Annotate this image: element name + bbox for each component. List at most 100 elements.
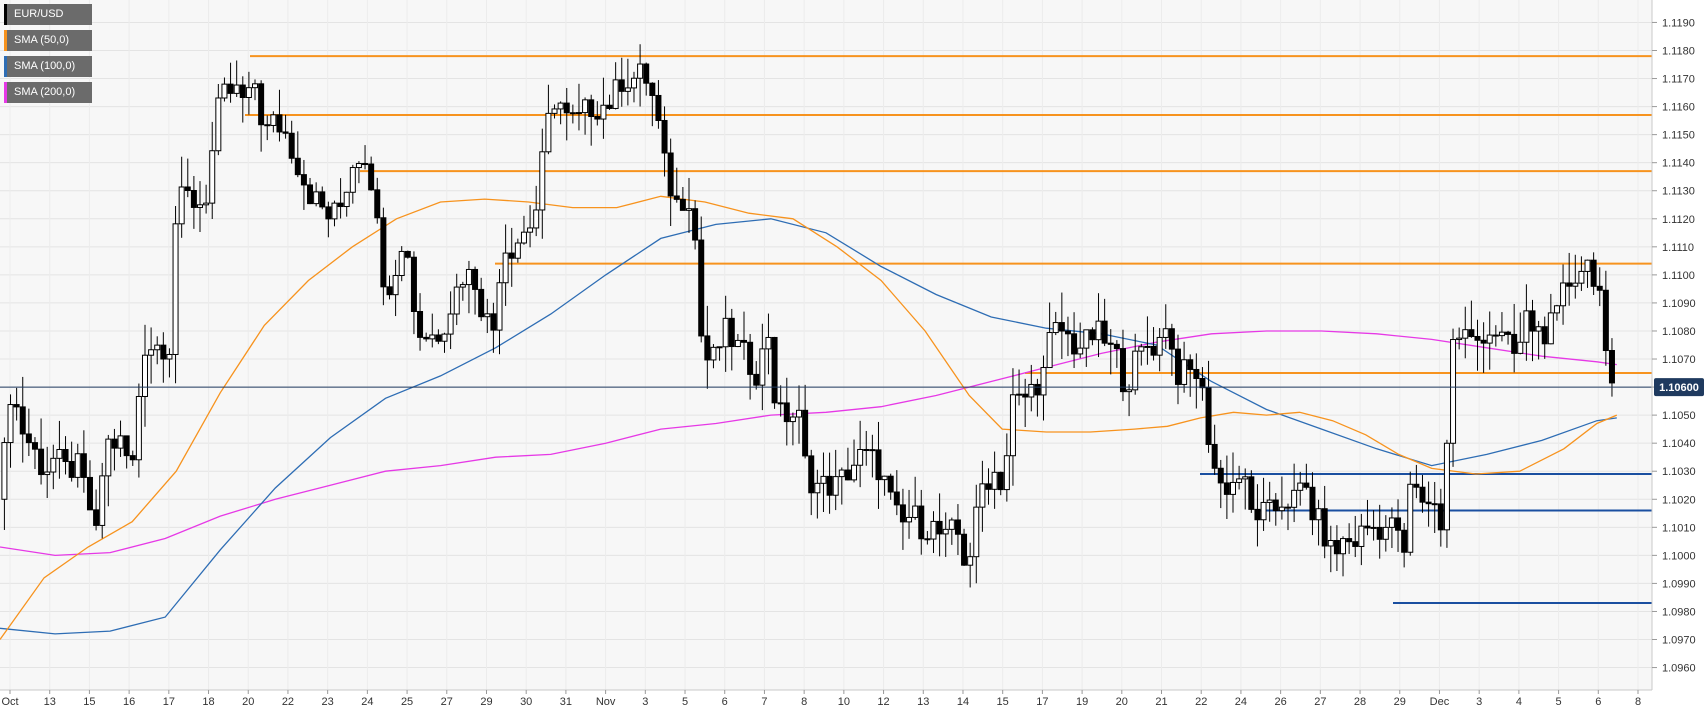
candle-down: [307, 184, 314, 205]
legend-item-sma100[interactable]: SMA (100,0): [4, 56, 92, 77]
sma-200-line: [0, 330, 1617, 557]
time-tick-label: 31: [560, 696, 572, 708]
candle-up: [1535, 326, 1542, 332]
legend-swatch-sma100: [4, 56, 7, 77]
candle-up: [1144, 345, 1151, 348]
price-tick-label: 1.1140: [1662, 158, 1695, 170]
time-tick-label: 10: [838, 696, 850, 708]
candle-up: [722, 317, 729, 348]
candle-down: [1193, 368, 1200, 380]
candle-up: [1052, 322, 1059, 334]
time-tick-label: 16: [123, 696, 135, 708]
candle-up: [514, 242, 521, 259]
legend-item-eurusd[interactable]: EUR/USD: [4, 4, 92, 25]
candle-down: [618, 79, 625, 92]
time-tick-label: 17: [1036, 696, 1048, 708]
candle-up: [551, 108, 558, 114]
time-tick-label: 5: [682, 696, 688, 708]
candle-down: [1199, 378, 1206, 389]
time-tick-label: 6: [722, 696, 728, 708]
candle-down: [1119, 348, 1126, 393]
candle-up: [545, 112, 552, 153]
candle-down: [1413, 483, 1420, 488]
candle-up: [527, 227, 534, 233]
candle-down: [1034, 383, 1041, 396]
candle-up: [1009, 394, 1016, 457]
time-tick-label: 12: [877, 696, 889, 708]
price-tick-label: 1.1030: [1662, 466, 1696, 478]
time-tick-label: 18: [202, 696, 214, 708]
candle-down: [1431, 503, 1438, 506]
candle-down: [1492, 334, 1499, 337]
candle-up: [148, 349, 155, 356]
candle-down: [1101, 320, 1108, 344]
price-tick-label: 1.1120: [1662, 214, 1695, 226]
candle-up: [734, 339, 741, 348]
candle-down: [1474, 335, 1481, 341]
candle-down: [643, 63, 650, 84]
price-tick-label: 1.1010: [1662, 522, 1696, 534]
time-tick-label: 26: [1275, 696, 1287, 708]
time-tick-label: 6: [1595, 696, 1601, 708]
time-tick-label: 22: [282, 696, 294, 708]
candle-down: [300, 174, 307, 186]
candle-up: [759, 348, 766, 386]
candle-down: [844, 469, 851, 481]
price-tick-label: 1.1040: [1662, 438, 1696, 450]
candle-down: [1303, 482, 1310, 488]
candle-down: [276, 114, 283, 133]
candle-up: [197, 204, 204, 208]
candle-down: [1425, 501, 1432, 505]
candle-down: [1321, 508, 1328, 547]
candle-down: [679, 198, 686, 211]
legend-item-sma200[interactable]: SMA (200,0): [4, 82, 92, 103]
candle-down: [1071, 333, 1078, 355]
candle-up: [484, 313, 491, 318]
time-tick-label: 29: [1394, 696, 1406, 708]
candle-down: [985, 483, 992, 490]
time-tick-label: 22: [1195, 696, 1207, 708]
price-tick-label: 1.1070: [1662, 354, 1696, 366]
time-axis: Oct 13 15 16 17 18 20 22 23 24 25 27 29 30 31 Nov 3 5 6 7 8 1…: [1, 690, 1641, 708]
candle-down: [227, 83, 234, 94]
candle-up: [1278, 506, 1285, 512]
candle-up: [105, 438, 112, 477]
candle-up: [1095, 320, 1102, 341]
candle-down: [435, 334, 442, 342]
candle-down: [38, 448, 45, 476]
sma-50-line: [0, 195, 1618, 640]
price-tick-label: 1.1170: [1662, 74, 1695, 86]
legend-swatch-eurusd: [4, 4, 7, 25]
candle-up: [233, 84, 240, 94]
candle-up: [557, 102, 564, 110]
candle-up: [912, 505, 919, 518]
legend-label-sma50: SMA (50,0): [14, 34, 70, 46]
candle-down: [704, 335, 711, 361]
candle-up: [1407, 483, 1414, 553]
sma-100-line: [0, 218, 1617, 635]
candle-down: [741, 339, 748, 343]
candle-up: [1003, 455, 1010, 491]
time-tick-label: 28: [1354, 696, 1366, 708]
candle-down: [1437, 503, 1444, 531]
candle-down: [1376, 526, 1383, 540]
candle-up: [948, 519, 955, 530]
candle-down: [1058, 322, 1065, 332]
candle-down: [747, 341, 754, 375]
legend-label-sma100: SMA (100,0): [14, 60, 76, 72]
candle-up: [857, 449, 864, 466]
candle-down: [1590, 259, 1597, 287]
legend-item-sma50[interactable]: SMA (50,0): [4, 30, 92, 51]
candle-up: [1382, 526, 1389, 540]
candle-down: [1168, 328, 1175, 350]
candle-up: [1560, 282, 1567, 307]
candle-down: [1364, 525, 1371, 529]
legend-swatch-sma50: [4, 30, 7, 51]
candle-up: [624, 87, 631, 92]
time-tick-label: 14: [957, 696, 969, 708]
candle-down: [1022, 393, 1029, 398]
legend: EUR/USD SMA (50,0) SMA (100,0) SMA (200,…: [4, 4, 92, 108]
time-tick-label: 20: [1116, 696, 1128, 708]
candle-down: [19, 406, 26, 435]
